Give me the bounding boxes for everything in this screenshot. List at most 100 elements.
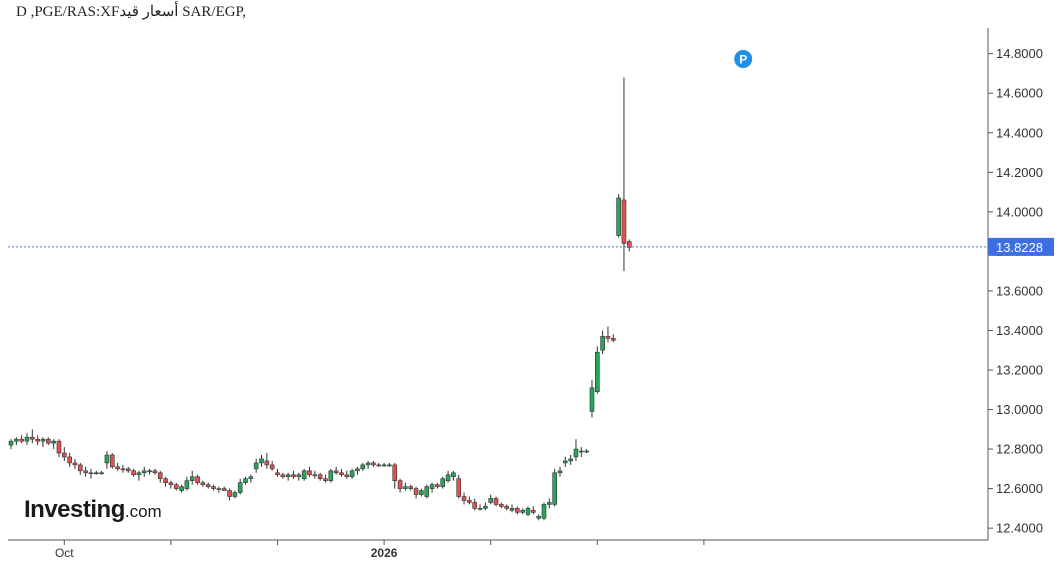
candle-body-up xyxy=(568,458,573,462)
candle xyxy=(563,456,568,467)
last-price-box xyxy=(988,237,1054,256)
candle xyxy=(189,470,195,485)
candle-body-up xyxy=(557,470,563,474)
candle xyxy=(173,482,179,491)
candle-body-down xyxy=(504,506,509,509)
candle-body-up xyxy=(573,448,579,458)
candle-body-up xyxy=(216,488,222,490)
candle-body-up xyxy=(381,464,387,467)
candle-body-down xyxy=(152,470,158,474)
candle-body-up xyxy=(189,476,195,481)
candle-body-up xyxy=(589,387,595,412)
candle-body-up xyxy=(243,478,248,483)
candle xyxy=(24,433,30,446)
candle xyxy=(221,486,227,491)
candle xyxy=(349,468,355,479)
candle xyxy=(157,470,163,483)
candle xyxy=(472,498,478,511)
candle-body-up xyxy=(536,515,541,519)
plot-frame xyxy=(8,28,989,541)
candle-body-up xyxy=(301,470,307,480)
candle xyxy=(253,458,259,473)
candle-body-up xyxy=(93,472,99,475)
candle xyxy=(594,346,600,394)
candle xyxy=(381,462,387,467)
candle xyxy=(573,439,579,461)
marker-circle[interactable] xyxy=(734,50,753,68)
candle-body-down xyxy=(56,440,62,454)
candle-body-down xyxy=(493,498,499,505)
candle-body-up xyxy=(184,480,190,489)
y-tick-label: 13.6000 xyxy=(996,283,1043,298)
candle xyxy=(147,468,152,475)
candle-body-up xyxy=(424,486,430,497)
candle xyxy=(200,480,206,487)
candle-body-up xyxy=(419,490,424,495)
candle xyxy=(77,462,83,475)
y-tick-label: 14.0000 xyxy=(996,204,1043,219)
candle xyxy=(317,472,323,481)
candle xyxy=(339,468,344,477)
candle xyxy=(301,468,307,481)
candle xyxy=(360,462,366,471)
candle-body-down xyxy=(77,464,83,472)
candle-body-up xyxy=(8,440,14,446)
candle-body-up xyxy=(541,504,547,519)
candle-body-down xyxy=(264,460,270,466)
candle xyxy=(232,490,238,499)
candle xyxy=(493,496,499,507)
last-price-indicator: 13.8228 xyxy=(8,237,1054,256)
candle xyxy=(152,468,158,475)
candle xyxy=(248,474,254,483)
marker-label: P xyxy=(739,53,747,67)
candle-body-down xyxy=(610,338,616,341)
candle xyxy=(104,451,110,469)
candle-body-down xyxy=(211,486,216,489)
candle-body-up xyxy=(403,486,408,489)
candle xyxy=(120,464,126,473)
candle-body-down xyxy=(163,478,168,483)
candle xyxy=(525,506,531,517)
candle xyxy=(67,453,72,467)
investing-logo: Investing.com xyxy=(24,496,162,524)
candle xyxy=(93,470,99,475)
candle-body-up xyxy=(387,464,392,467)
candle xyxy=(99,470,104,475)
candle-body-down xyxy=(605,336,611,339)
candle-body-down xyxy=(221,488,227,491)
candle xyxy=(568,454,573,465)
candle xyxy=(371,460,376,467)
candle xyxy=(125,466,131,473)
candle-body-up xyxy=(179,486,184,491)
candle-body-up xyxy=(104,454,110,464)
candle xyxy=(536,514,541,521)
candle-body-up xyxy=(259,458,264,464)
candle xyxy=(285,472,291,481)
candle-body-up xyxy=(99,472,104,475)
candle xyxy=(488,494,494,505)
candle xyxy=(323,474,328,483)
candle xyxy=(413,486,419,499)
candle-body-down xyxy=(467,500,472,503)
candle xyxy=(131,468,136,477)
y-tick-label: 13.2000 xyxy=(996,362,1043,377)
event-marker[interactable]: P xyxy=(734,50,753,68)
candle-body-up xyxy=(349,470,355,478)
y-tick-label: 13.0000 xyxy=(996,402,1043,417)
candle-body-up xyxy=(579,450,584,453)
x-tick-label: 2026 xyxy=(371,546,398,560)
candle-body-up xyxy=(147,470,152,473)
candle xyxy=(504,504,509,511)
candle-body-up xyxy=(488,498,494,503)
candle-body-up xyxy=(451,472,456,478)
candle xyxy=(605,326,611,343)
candle-body-down xyxy=(371,462,376,466)
candle-body-up xyxy=(594,351,600,393)
candle xyxy=(243,476,248,485)
candle xyxy=(19,435,24,444)
candle-body-down xyxy=(621,199,627,244)
y-tick-label: 14.2000 xyxy=(996,165,1043,180)
candle xyxy=(424,484,430,499)
candle-body-up xyxy=(232,492,238,497)
